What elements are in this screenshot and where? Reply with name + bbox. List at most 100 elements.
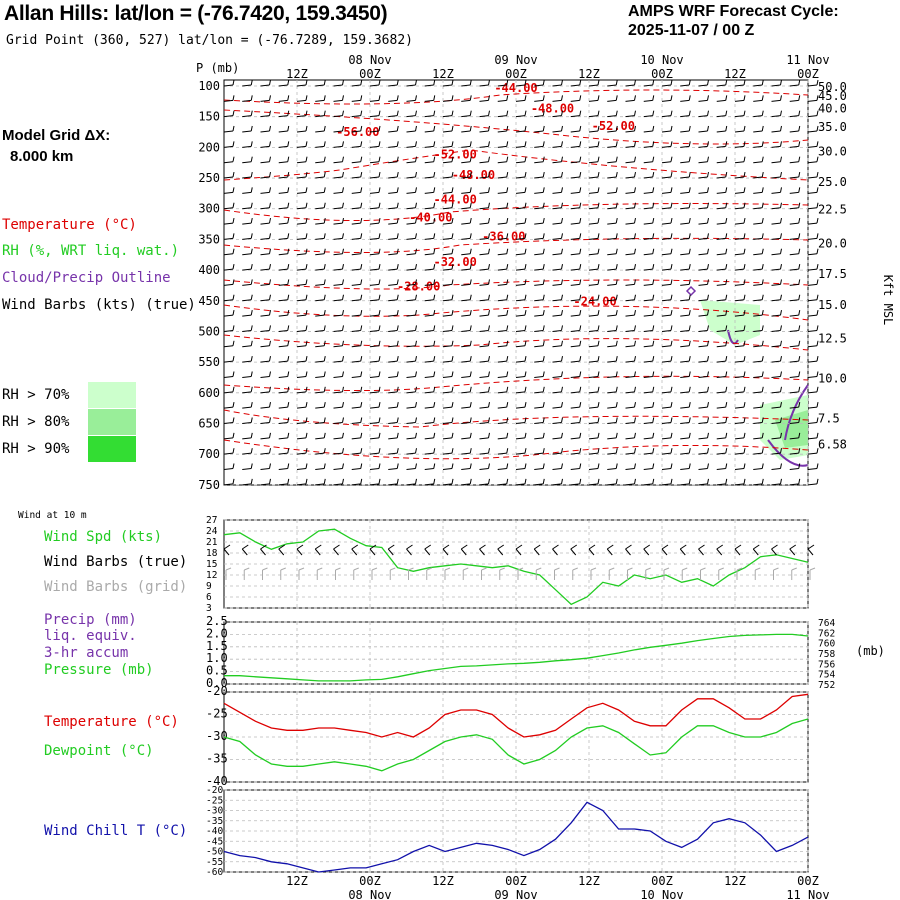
wind-barb (789, 130, 799, 133)
wind-barb (488, 248, 490, 254)
wind-barb (807, 145, 818, 148)
wind-barb (761, 110, 764, 116)
wind-barb (342, 325, 344, 331)
wind-barb (661, 483, 672, 486)
wind-barb (506, 279, 509, 285)
wind-barb (570, 84, 580, 87)
wind-barb (242, 452, 252, 455)
wind-barb (323, 478, 326, 484)
wind-barb (652, 125, 655, 132)
surface-wind-barb (752, 544, 760, 550)
wind-barb (716, 130, 726, 133)
wind-barb (278, 468, 288, 471)
wind-barb (250, 356, 253, 362)
height-tick-label: 22.5 (818, 203, 847, 217)
wind-barb (798, 432, 801, 438)
wind-barb (716, 437, 726, 440)
wind-barb (442, 483, 453, 486)
wind-barb (433, 448, 436, 454)
wind-barb (789, 483, 799, 486)
wind-barb (469, 463, 472, 469)
wind-barb (807, 360, 818, 363)
wind-barb (561, 217, 563, 224)
wind-barb (323, 141, 326, 147)
wind-barb (469, 79, 472, 86)
wind-barb (643, 130, 653, 133)
forecast-cycle-value: 2025-11-07 / 00 Z (628, 22, 755, 39)
wind-barb (406, 314, 416, 317)
wind-barb (250, 202, 253, 208)
wind-barb (761, 386, 764, 392)
wind-barb (469, 125, 472, 132)
wind-barb (406, 207, 416, 210)
wind-barb (369, 145, 380, 148)
wind-barb (287, 187, 290, 193)
wind-barb (789, 314, 799, 317)
wind-barb (278, 84, 288, 87)
wind-barb (305, 402, 308, 408)
wind-barb (579, 402, 582, 408)
wind-barb (688, 263, 691, 270)
legend-precip-accum: 3-hr accum (44, 645, 129, 661)
wind-barb (315, 145, 325, 148)
wind-barb (315, 115, 325, 118)
wind-barb (534, 314, 544, 317)
wind-barb (451, 279, 454, 285)
surface-wind-barb (789, 548, 796, 556)
wind-barb (479, 360, 489, 363)
wind-barb (789, 176, 799, 179)
wind-barb (515, 176, 526, 179)
model-grid-dx-label: Model Grid ΔX: (2, 127, 111, 144)
wind-barb (451, 202, 454, 208)
wind-barb (625, 268, 635, 271)
wind-barb (323, 356, 326, 362)
wind-barb (451, 478, 454, 484)
wind-barb (424, 437, 434, 440)
pressure-tick-label: 250 (198, 171, 220, 185)
wind-barb (734, 99, 745, 102)
wind-barb (369, 329, 380, 332)
wind-barb (497, 437, 507, 440)
wind-barb (497, 329, 507, 332)
wind-barb (479, 406, 489, 409)
wind-barb (588, 314, 599, 317)
temperature-contour-label: -28.00 (397, 280, 440, 294)
height-tick-label: 10.0 (818, 371, 847, 385)
wind-barb (515, 468, 526, 471)
wind-barb (771, 422, 781, 424)
panel-tick-label: -30 (206, 806, 223, 817)
wind-barb (433, 310, 436, 316)
wind-barb (607, 268, 617, 271)
wind-barb (242, 268, 252, 271)
wind-barb (360, 432, 363, 438)
wind-barb (232, 294, 235, 300)
wind-barb (315, 391, 325, 394)
wind-barb (451, 79, 454, 86)
wind-barb (488, 156, 490, 162)
wind-barb (351, 268, 361, 271)
surface-wind-barb (716, 544, 724, 550)
wind-barb (753, 345, 763, 348)
wind-barb (506, 402, 509, 408)
wind-barb (333, 422, 343, 424)
wind-barb (223, 468, 234, 471)
surface-wind-barb (807, 544, 815, 550)
wind-barb (442, 191, 453, 194)
wind-barb (461, 329, 471, 332)
wind-barb (625, 391, 635, 394)
temperature-contour (223, 304, 809, 321)
wind-barb (725, 187, 728, 193)
wind-barb (670, 386, 673, 392)
wind-barb (497, 345, 507, 348)
wind-barb (378, 95, 381, 101)
wind-barb (223, 237, 234, 240)
surface-wind-barb (333, 544, 340, 550)
wind-barb (469, 110, 472, 116)
wind-barb (643, 299, 653, 302)
wind-barb (269, 478, 271, 484)
wind-barb (378, 171, 381, 178)
wind-barb (351, 468, 361, 471)
wind-barb (323, 417, 326, 423)
wind-barb (369, 345, 380, 348)
wind-barb (780, 202, 782, 208)
